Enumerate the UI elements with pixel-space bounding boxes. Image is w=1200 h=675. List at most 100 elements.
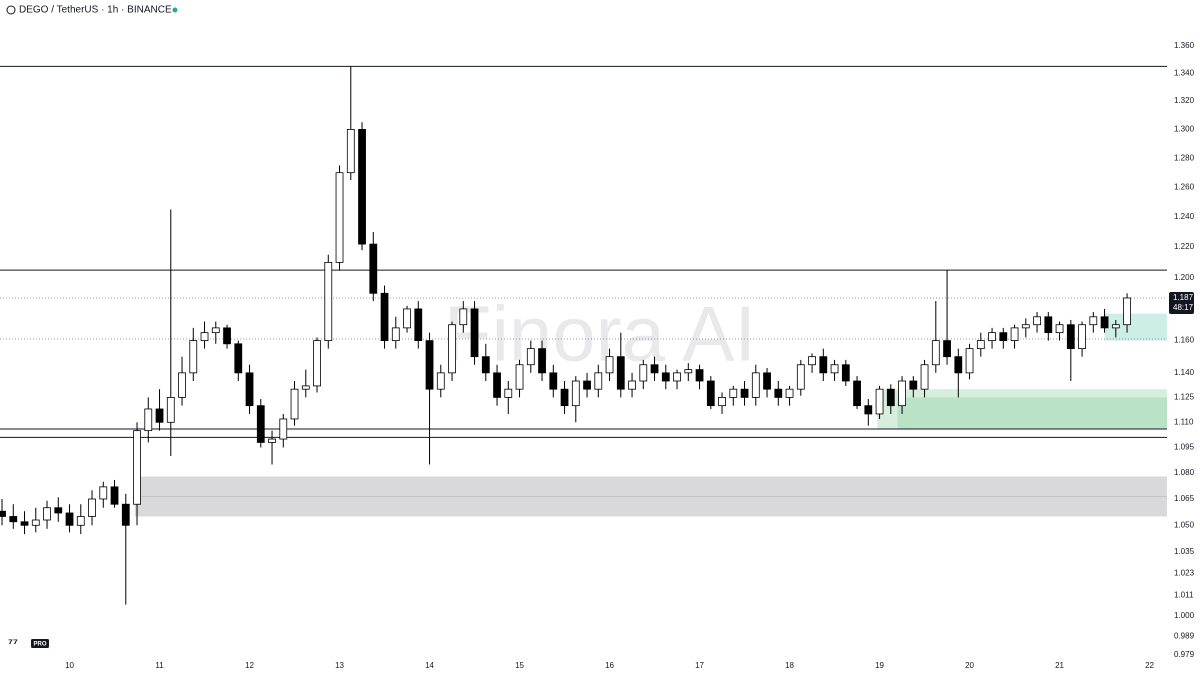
candle-body — [549, 372, 558, 390]
y-tick-label: 1.260 — [1174, 182, 1195, 191]
candle-body — [470, 308, 479, 358]
candle-body — [436, 372, 445, 390]
candle-body — [313, 340, 321, 387]
y-tick-label: 1.140 — [1174, 368, 1195, 377]
candle-body — [1100, 316, 1109, 329]
status-dot — [172, 7, 178, 13]
watermark: Finora AI — [444, 290, 756, 378]
candle-body — [965, 348, 974, 374]
candle-body — [1089, 316, 1098, 326]
candle-body — [684, 369, 693, 374]
candle-body — [661, 372, 670, 382]
candle-body — [391, 327, 400, 342]
y-tick-label: 1.360 — [1174, 41, 1195, 50]
candle-body — [875, 388, 884, 415]
candle-body — [920, 364, 929, 390]
candle-body — [301, 385, 310, 390]
candle-body — [853, 380, 861, 407]
candle-body — [830, 364, 839, 374]
candle-body — [740, 388, 749, 398]
candle-body — [0, 510, 6, 517]
badge-box — [31, 639, 49, 648]
y-tick-label: 1.125 — [1174, 393, 1195, 402]
candle-body — [20, 521, 29, 526]
candle-body — [9, 516, 18, 523]
candle-body — [121, 503, 130, 526]
y-tick-label: 1.300 — [1174, 125, 1195, 134]
candle-body — [594, 372, 603, 390]
candle-body — [403, 308, 411, 329]
candle-body — [425, 340, 434, 390]
candle-body — [1044, 316, 1053, 334]
zone — [897, 397, 1167, 429]
y-tick-label: 1.160 — [1174, 336, 1195, 345]
x-tick-label: 10 — [65, 661, 74, 670]
candle-body — [54, 507, 63, 514]
candle-body — [346, 129, 355, 174]
price-tag-label: 1.187 — [1173, 293, 1194, 302]
candle-body — [200, 332, 209, 342]
candle-body — [886, 388, 895, 407]
symbol-icon — [6, 5, 16, 15]
y-tick-label: 1.095 — [1174, 443, 1195, 452]
candle-body — [526, 348, 535, 366]
candle-body — [110, 486, 119, 505]
candle-body — [616, 356, 625, 390]
y-tick-label: 1.023 — [1174, 569, 1195, 578]
candle-body — [583, 380, 591, 390]
candle-body — [493, 372, 501, 398]
candle-body — [234, 343, 243, 374]
candle-body — [943, 340, 951, 358]
candle-body — [628, 380, 636, 390]
candle-body — [515, 364, 524, 390]
candle-body — [65, 512, 74, 526]
candle-body — [785, 388, 794, 398]
candle-body — [864, 405, 873, 415]
logo-mark: ⁷⁷ — [8, 636, 18, 650]
candle-body — [504, 388, 513, 398]
candle-body — [31, 519, 40, 526]
candle-body — [324, 261, 333, 342]
candle-body — [76, 516, 85, 526]
candle-body — [706, 380, 715, 407]
candle-body — [369, 243, 378, 294]
candle-body — [718, 397, 726, 407]
candle-body — [1021, 324, 1030, 329]
y-tick-label: 1.110 — [1174, 417, 1194, 426]
countdown: 48:17 — [1173, 303, 1194, 312]
candle-body — [481, 356, 490, 374]
x-tick-label: 12 — [245, 661, 254, 670]
candle-body — [223, 327, 231, 345]
x-tick-label: 20 — [965, 661, 974, 670]
candle-body — [448, 324, 456, 374]
y-tick-label: 1.011 — [1174, 591, 1194, 600]
candle-body — [268, 438, 276, 443]
tv-logo: ⁷⁷ PRO — [8, 636, 49, 650]
candle-body — [605, 356, 614, 374]
candle-body — [673, 372, 681, 382]
candle-body — [571, 380, 580, 407]
candle-body — [1010, 327, 1019, 342]
y-tick-label: 0.979 — [1174, 650, 1195, 659]
x-tick-label: 19 — [875, 661, 884, 670]
x-tick-label: 22 — [1145, 661, 1154, 670]
candle-body — [380, 292, 389, 342]
y-tick-label: 1.065 — [1174, 494, 1195, 503]
x-tick-label: 14 — [425, 661, 434, 670]
candle-body — [774, 388, 783, 398]
y-tick-label: 1.035 — [1174, 547, 1195, 556]
y-tick-label: 1.220 — [1174, 242, 1195, 251]
candle-body — [155, 408, 164, 423]
candle-body — [335, 172, 344, 263]
candle-body — [1078, 324, 1086, 350]
candle-body — [414, 308, 423, 342]
x-tick-label: 16 — [605, 661, 614, 670]
candle-body — [178, 372, 186, 398]
candle-body — [1033, 316, 1041, 326]
candle-body — [211, 327, 220, 334]
candle-body — [1066, 324, 1075, 350]
candle-body — [43, 507, 51, 521]
candle-body — [639, 364, 648, 382]
x-tick-label: 17 — [695, 661, 704, 670]
